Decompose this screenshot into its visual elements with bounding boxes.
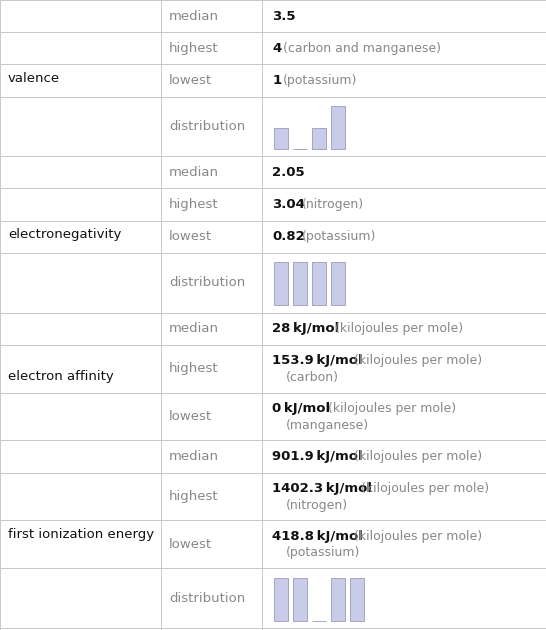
- Text: first ionization energy: first ionization energy: [8, 528, 154, 541]
- Text: 3.04: 3.04: [272, 198, 305, 211]
- Bar: [350, 578, 364, 621]
- Text: (potassium): (potassium): [302, 230, 376, 243]
- Text: 0.82: 0.82: [272, 230, 305, 243]
- Text: 153.9 kJ/mol: 153.9 kJ/mol: [272, 354, 363, 367]
- Text: distribution: distribution: [169, 120, 245, 133]
- Text: 1: 1: [272, 74, 281, 87]
- Bar: [312, 128, 326, 149]
- Bar: [274, 578, 288, 621]
- Text: 901.9 kJ/mol: 901.9 kJ/mol: [272, 450, 363, 463]
- Text: lowest: lowest: [169, 410, 212, 423]
- Text: (potassium): (potassium): [283, 74, 357, 87]
- Text: 1402.3 kJ/mol: 1402.3 kJ/mol: [272, 482, 372, 495]
- Text: (kilojoules per mole): (kilojoules per mole): [328, 402, 456, 415]
- Bar: [274, 263, 288, 306]
- Text: 418.8 kJ/mol: 418.8 kJ/mol: [272, 530, 363, 542]
- Bar: [274, 128, 288, 149]
- Text: (carbon): (carbon): [286, 371, 339, 384]
- Text: lowest: lowest: [169, 230, 212, 243]
- Bar: [293, 263, 307, 306]
- Text: 0 kJ/mol: 0 kJ/mol: [272, 402, 330, 415]
- Text: electron affinity: electron affinity: [8, 370, 114, 383]
- Text: 3.5: 3.5: [272, 9, 295, 23]
- Text: median: median: [169, 322, 219, 335]
- Text: (kilojoules per mole): (kilojoules per mole): [335, 322, 462, 335]
- Text: highest: highest: [169, 198, 219, 211]
- Text: (carbon and manganese): (carbon and manganese): [283, 42, 441, 55]
- Text: (potassium): (potassium): [286, 546, 360, 559]
- Text: distribution: distribution: [169, 592, 245, 605]
- Text: median: median: [169, 9, 219, 23]
- Text: 28 kJ/mol: 28 kJ/mol: [272, 322, 339, 335]
- Text: 2.05: 2.05: [272, 166, 305, 179]
- Text: (kilojoules per mole): (kilojoules per mole): [354, 450, 482, 463]
- Text: highest: highest: [169, 362, 219, 375]
- Text: median: median: [169, 166, 219, 179]
- Text: distribution: distribution: [169, 276, 245, 289]
- Text: highest: highest: [169, 490, 219, 503]
- Bar: [331, 263, 345, 306]
- Text: valence: valence: [8, 72, 60, 84]
- Text: (manganese): (manganese): [286, 418, 369, 432]
- Text: electronegativity: electronegativity: [8, 228, 121, 241]
- Text: (nitrogen): (nitrogen): [302, 198, 364, 211]
- Text: (kilojoules per mole): (kilojoules per mole): [354, 354, 482, 367]
- Bar: [331, 578, 345, 621]
- Text: (nitrogen): (nitrogen): [286, 498, 348, 512]
- Bar: [331, 106, 345, 149]
- Text: lowest: lowest: [169, 538, 212, 551]
- Text: 4: 4: [272, 42, 281, 55]
- Bar: [293, 578, 307, 621]
- Text: (kilojoules per mole): (kilojoules per mole): [360, 482, 489, 495]
- Text: median: median: [169, 450, 219, 463]
- Bar: [312, 263, 326, 306]
- Text: lowest: lowest: [169, 74, 212, 87]
- Text: highest: highest: [169, 42, 219, 55]
- Text: (kilojoules per mole): (kilojoules per mole): [354, 530, 482, 542]
